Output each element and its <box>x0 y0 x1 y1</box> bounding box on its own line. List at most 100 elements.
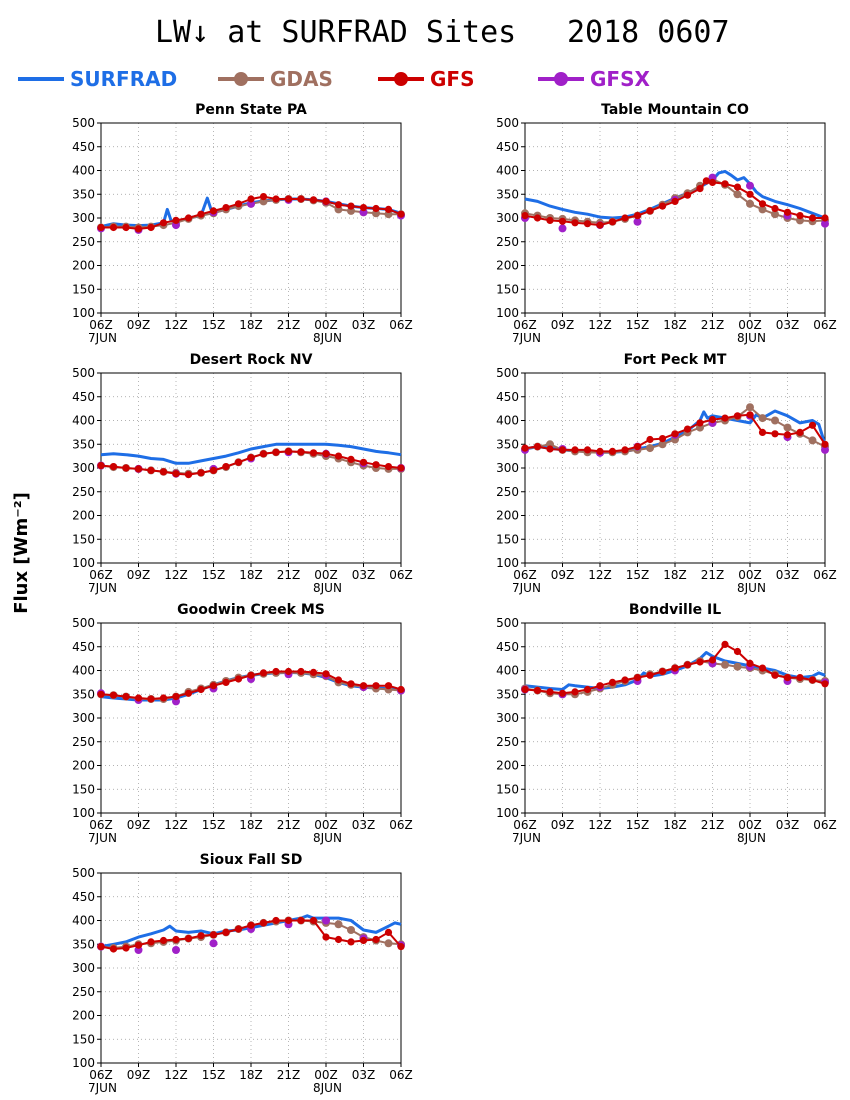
data-point-gfs <box>533 214 542 222</box>
x-tick-label: 09Z <box>127 318 151 332</box>
y-tick-label: 100 <box>496 806 519 820</box>
panel-goodwin-creek-ms: Goodwin Creek MS 100 150 200 250 300 350 400 450… <box>72 602 413 845</box>
y-tick-label: 450 <box>72 640 95 654</box>
x-tick-label: 12Z <box>164 318 188 332</box>
x-tick-date-label: 7JUN <box>512 831 541 845</box>
data-point-gfsx <box>746 181 754 190</box>
x-tick-label: 18Z <box>239 1068 263 1082</box>
y-tick-label: 250 <box>496 485 519 499</box>
data-point-gfs <box>297 448 305 456</box>
x-tick-label: 18Z <box>239 318 263 332</box>
data-point-gfs <box>372 461 380 469</box>
data-point-gfs <box>234 675 243 683</box>
data-point-gfs <box>621 214 629 222</box>
x-tick-label: 03Z <box>352 1068 376 1082</box>
data-point-gfs <box>608 678 617 687</box>
panel-bondville-il: Bondville IL 100 150 200 250 300 350 400 450 500 0… <box>496 602 837 845</box>
data-point-gfs <box>347 455 355 463</box>
data-point-gfs <box>109 691 118 699</box>
data-point-gfs <box>721 180 729 188</box>
legend-label: GDAS <box>270 67 333 91</box>
data-point-gfs <box>272 667 280 676</box>
data-point-gfs <box>109 463 118 471</box>
data-point-gfs <box>209 682 218 690</box>
x-tick-label: 00Z <box>314 1068 338 1082</box>
data-point-gfs <box>808 676 817 684</box>
data-point-gfs <box>596 447 604 455</box>
y-tick-label: 100 <box>72 806 95 820</box>
y-tick-label: 300 <box>72 961 95 975</box>
y-tick-label: 400 <box>496 664 519 678</box>
data-point-gfs <box>147 466 155 474</box>
x-tick-label: 09Z <box>127 818 151 832</box>
data-point-gfs <box>397 943 405 951</box>
data-point-gfs <box>259 919 268 927</box>
data-point-gfs <box>384 682 393 690</box>
y-tick-label: 450 <box>496 390 519 404</box>
data-point-gfs <box>571 446 579 454</box>
y-tick-label: 350 <box>72 187 95 201</box>
data-point-gfs <box>209 466 218 474</box>
panel-title: Fort Peck MT <box>624 352 727 368</box>
data-point-gfs <box>708 416 717 424</box>
data-point-gfsx <box>558 224 567 233</box>
data-point-gfs <box>247 921 255 929</box>
x-tick-label: 06Z <box>389 1068 413 1082</box>
x-tick-date-label: 8JUN <box>737 831 766 845</box>
x-tick-label: 06Z <box>513 318 537 332</box>
panel-title: Goodwin Creek MS <box>177 602 325 618</box>
x-tick-label: 09Z <box>127 568 151 582</box>
data-point-gfs <box>633 212 642 220</box>
data-point-gdas <box>771 210 779 219</box>
x-tick-label: 18Z <box>663 818 687 832</box>
y-tick-label: 400 <box>72 664 95 678</box>
data-point-gfs <box>247 454 255 462</box>
data-point-gfs <box>683 191 692 199</box>
series-surfrad <box>100 442 402 465</box>
data-point-gfs <box>583 685 592 694</box>
series-gfs <box>97 916 405 953</box>
data-point-gfs <box>521 444 529 452</box>
data-point-gfs <box>646 435 654 444</box>
x-tick-label: 00Z <box>738 818 762 832</box>
y-tick-label: 200 <box>72 509 95 523</box>
data-point-gfs <box>172 693 180 701</box>
legend-item-gfsx: GFSX <box>538 67 650 91</box>
data-point-gfs <box>284 195 293 203</box>
data-point-gdas <box>733 190 742 199</box>
data-point-gfs <box>322 450 330 458</box>
data-point-gdas <box>646 444 654 453</box>
data-point-gfs <box>746 411 754 419</box>
data-point-gfs <box>234 925 243 933</box>
data-point-gfs <box>259 669 268 677</box>
x-tick-label: 18Z <box>239 568 263 582</box>
panel-title: Desert Rock NV <box>190 352 313 368</box>
y-tick-label: 400 <box>72 164 95 178</box>
data-point-gfs <box>334 935 343 944</box>
data-point-gfs <box>721 640 729 649</box>
data-point-gfs <box>284 916 293 925</box>
y-tick-label: 400 <box>496 164 519 178</box>
data-point-gdas <box>746 403 754 412</box>
series-line-surfrad <box>100 914 402 949</box>
data-point-gfs <box>733 647 742 656</box>
data-point-gfs <box>147 223 155 232</box>
data-point-gfs <box>696 658 704 666</box>
data-point-gdas <box>347 926 355 934</box>
y-tick-label: 500 <box>72 366 95 380</box>
x-tick-label: 03Z <box>352 318 376 332</box>
figure-title: LW↓ at SURFRAD Sites <box>155 15 516 50</box>
data-point-gfs <box>359 936 368 945</box>
data-point-gdas <box>758 414 767 423</box>
x-tick-label: 12Z <box>164 568 188 582</box>
legend-marker <box>234 72 248 86</box>
x-tick-date-label: 7JUN <box>88 1081 117 1095</box>
data-point-gfs <box>783 208 792 216</box>
data-point-gfs <box>821 680 829 688</box>
data-point-gfs <box>771 430 779 438</box>
data-point-gfs <box>758 428 767 436</box>
y-tick-label: 150 <box>496 782 519 796</box>
series-gfs <box>521 640 829 697</box>
y-tick-label: 500 <box>72 616 95 630</box>
data-point-gfs <box>633 443 642 451</box>
